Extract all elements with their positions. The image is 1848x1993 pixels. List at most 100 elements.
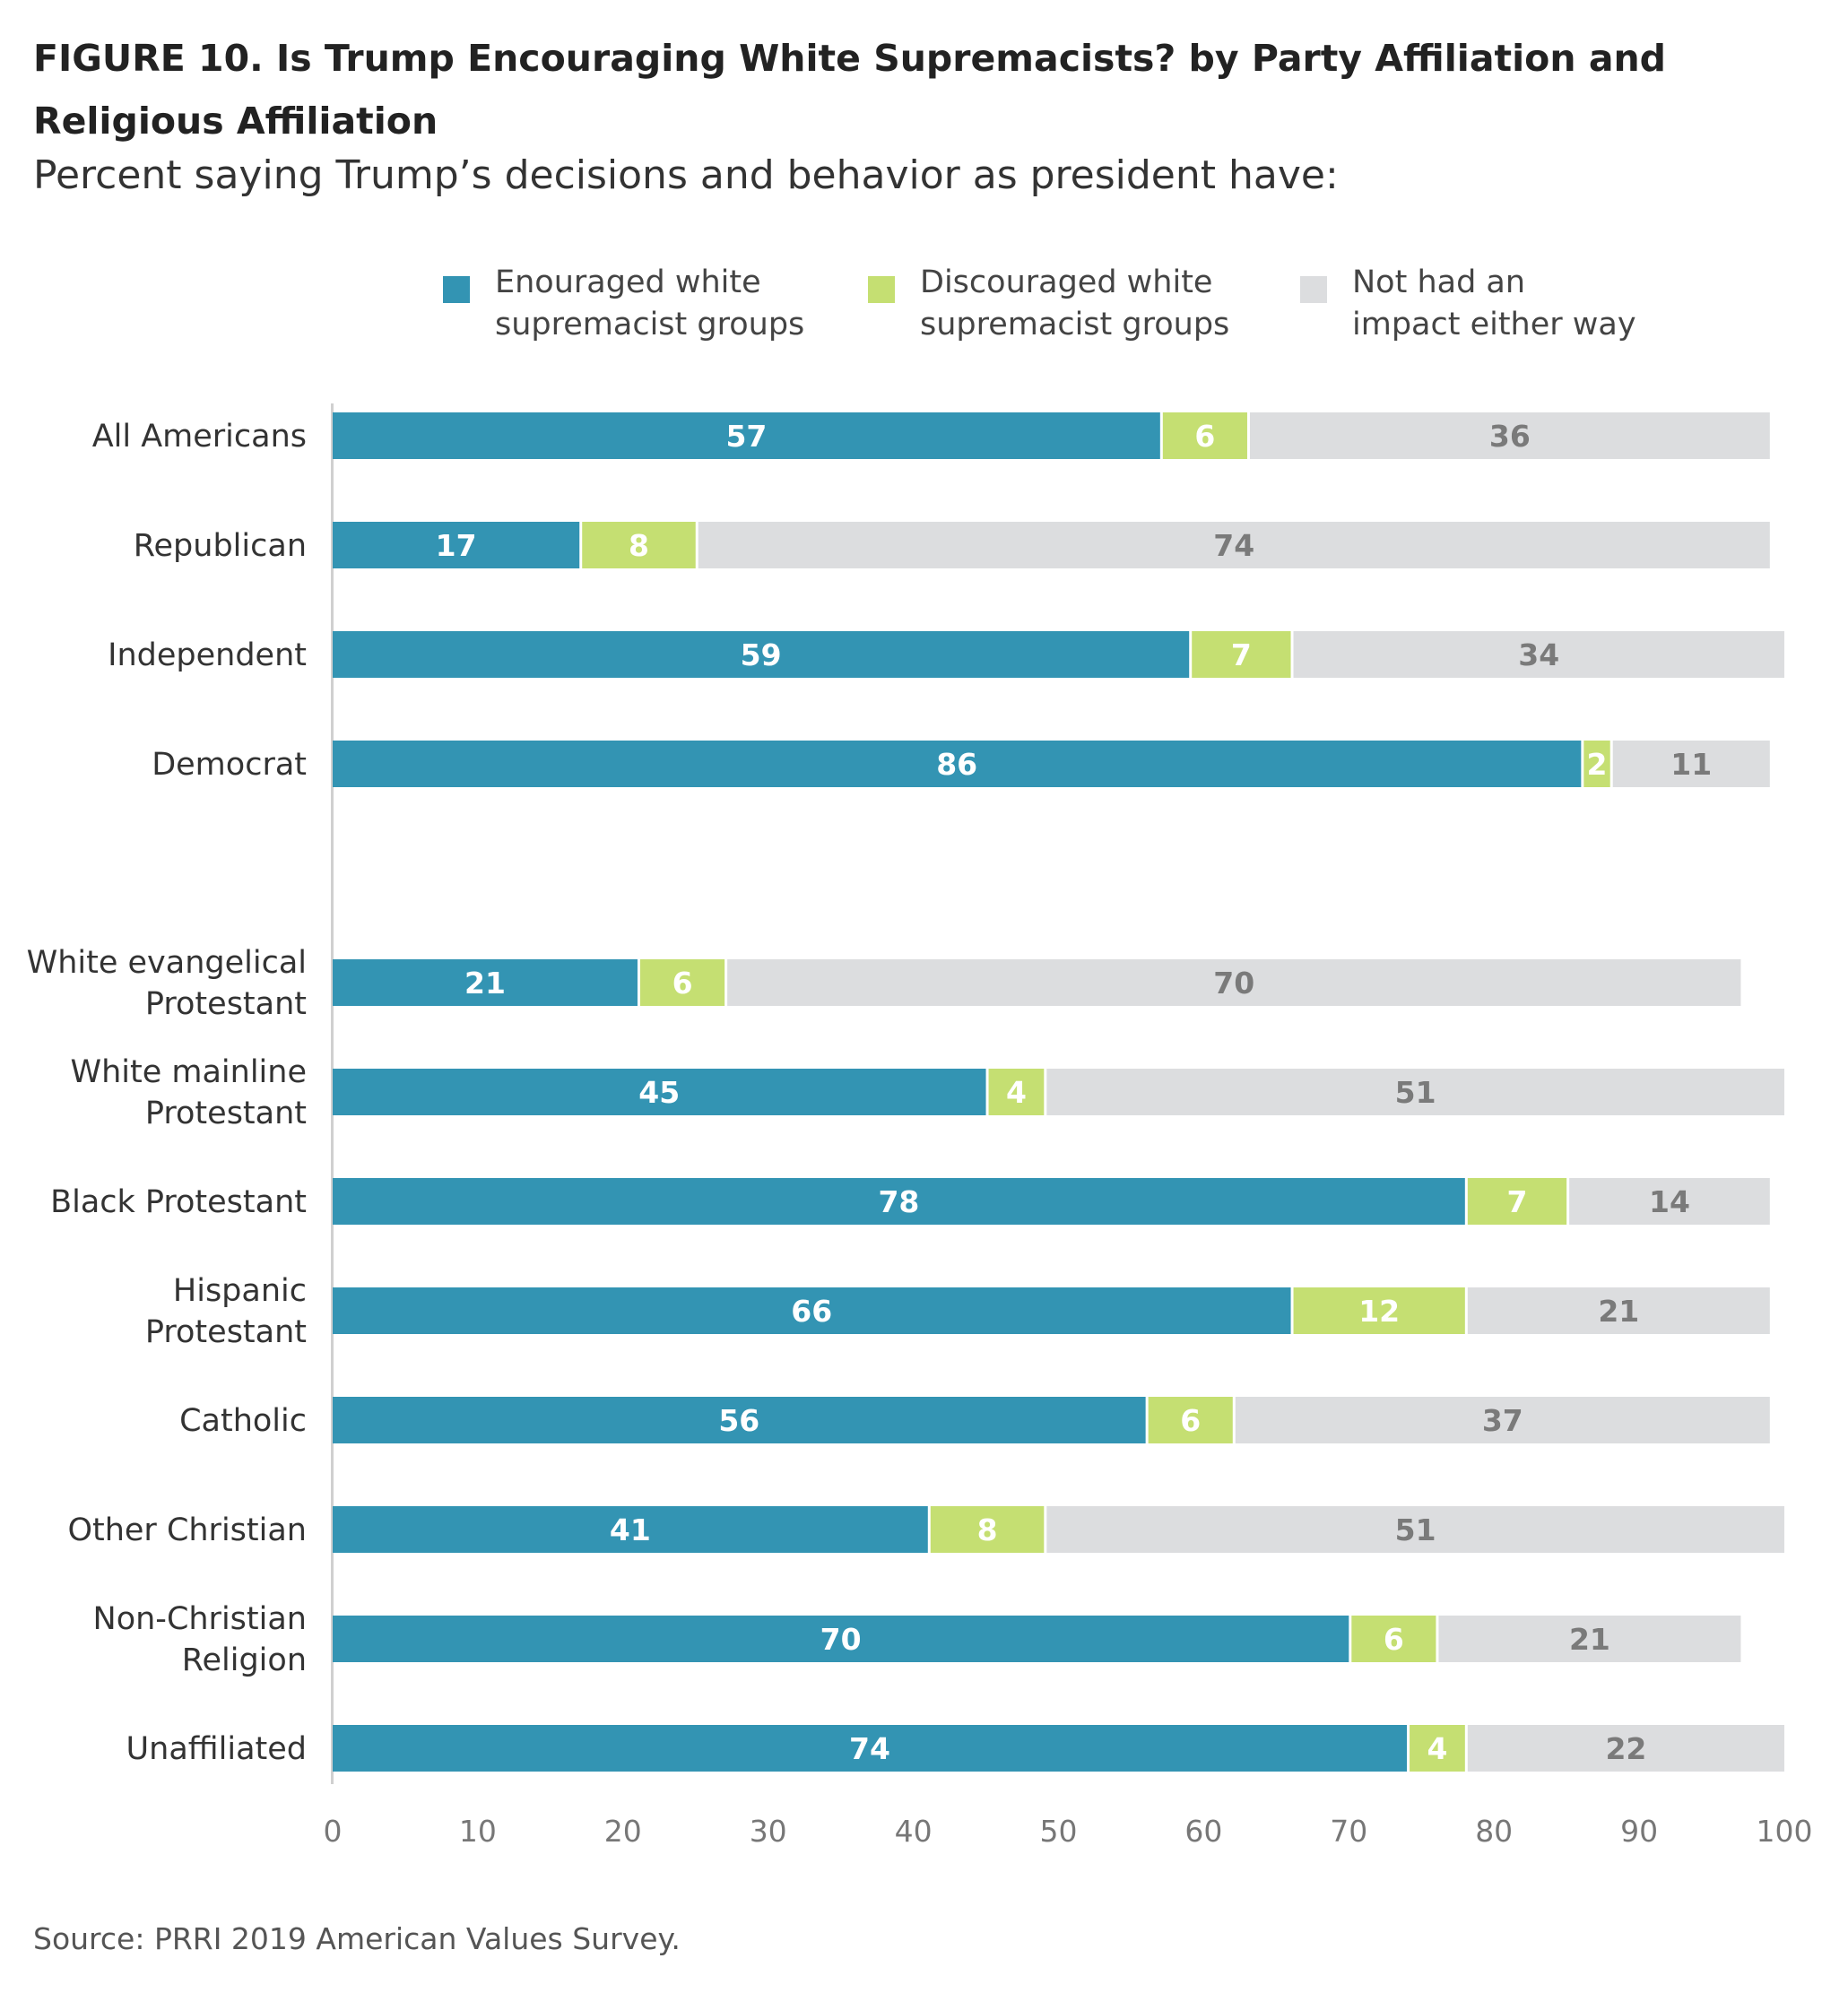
value-label: 36 [1489,419,1531,454]
value-label: 66 [791,1294,832,1329]
value-label: 14 [1649,1184,1690,1219]
bar-segment [1293,1287,1465,1334]
bar-segment [333,1616,1349,1662]
bar-segment [1162,412,1247,459]
bar-segment [1467,1178,1567,1225]
category-label: White mainline Protestant [70,1054,307,1131]
bar-segment [333,959,638,1006]
chart-title: FIGURE 10. Is Trump Encouraging White Su… [33,37,1667,143]
value-label: 56 [718,1403,759,1438]
x-tick-label: 80 [1475,1814,1513,1849]
bar-segment [333,1506,928,1553]
x-tick-label: 10 [459,1814,497,1849]
value-label: 78 [878,1184,919,1219]
bar-segment [1467,1725,1784,1772]
category-label: Independent [108,637,307,673]
x-tick-label: 0 [324,1814,343,1849]
x-tick-label: 60 [1184,1814,1222,1849]
bar-segment [727,959,1741,1006]
value-label: 51 [1395,1075,1436,1110]
x-tick-label: 20 [604,1814,642,1849]
category-label: Other Christian [67,1512,307,1548]
value-label: 34 [1518,637,1559,672]
category-label: Black Protestant [50,1184,307,1220]
value-label: 37 [1482,1403,1523,1438]
legend-swatch-no-impact [1300,276,1327,303]
x-tick-label: 90 [1620,1814,1658,1849]
value-label: 21 [464,966,506,1001]
x-tick-label: 70 [1330,1814,1367,1849]
value-label: 21 [1598,1294,1639,1329]
category-label: White evangelical Protestant [27,945,307,1022]
bar-segment [1351,1616,1436,1662]
bar-segment [333,412,1160,459]
bar-segment [930,1506,1045,1553]
bar-segment [1249,412,1770,459]
value-label: 7 [1507,1184,1528,1219]
bar-segment [333,1178,1465,1225]
legend-label-no-impact: Not had an impact either way [1352,264,1636,342]
bar-segment [582,522,696,568]
category-label: Unaffiliated [126,1731,307,1767]
legend-label-discouraged: Discouraged white supremacist groups [920,264,1230,342]
x-tick-label: 100 [1757,1814,1813,1849]
bar-segment [1046,1069,1784,1115]
bar-segment [333,1725,1408,1772]
value-label: 22 [1605,1731,1646,1766]
bar-segment [1467,1287,1770,1334]
bar-segment [1569,1178,1770,1225]
category-label: Non-Christian Religion [93,1601,307,1678]
category-label: Catholic [179,1403,307,1439]
bar-segment [1583,741,1610,787]
bar-segment [988,1069,1045,1115]
bar-segment [1192,631,1291,678]
source-note: Source: PRRI 2019 American Values Survey… [33,1921,681,1956]
bar-segment [333,522,580,568]
bar-segment [1046,1506,1784,1553]
bar-segment [1293,631,1784,678]
value-label: 11 [1670,747,1712,782]
bar-segment [333,1287,1291,1334]
value-label: 86 [936,747,977,782]
bar-segment [1438,1616,1741,1662]
value-label: 70 [1213,966,1254,1001]
value-label: 21 [1569,1622,1610,1657]
chart-subtitle: Percent saying Trump’s decisions and beh… [33,152,1339,198]
value-label: 6 [1384,1622,1404,1657]
value-label: 74 [849,1731,890,1766]
bar-segment [333,1397,1146,1443]
value-label: 4 [1427,1731,1447,1766]
category-label: Democrat [152,747,307,783]
bar-segment [1235,1397,1770,1443]
bar-segment [1148,1397,1233,1443]
bar-segment [698,522,1770,568]
bar-segment [639,959,725,1006]
x-tick-label: 50 [1040,1814,1078,1849]
value-label: 6 [1194,419,1215,454]
bar-segment [333,741,1582,787]
value-label: 70 [820,1622,862,1657]
legend-swatch-encouraged [443,276,470,303]
value-label: 12 [1358,1294,1400,1329]
value-label: 45 [638,1075,680,1110]
value-label: 8 [629,528,649,563]
x-tick-label: 30 [750,1814,787,1849]
value-label: 41 [610,1512,651,1547]
bar-segment [333,631,1190,678]
value-label: 59 [741,637,782,672]
legend-label-encouraged: Enouraged white supremacist groups [495,264,805,342]
category-label: Republican [134,528,307,564]
value-label: 2 [1587,747,1608,782]
value-label: 6 [672,966,693,1001]
value-label: 57 [725,419,767,454]
value-label: 51 [1395,1512,1436,1547]
bar-segment [1612,741,1770,787]
category-label: Hispanic Protestant [145,1273,307,1350]
category-label: All Americans [92,419,307,455]
bar-segment [333,1069,986,1115]
value-label: 4 [1006,1075,1027,1110]
legend-swatch-discouraged [868,276,895,303]
value-label: 6 [1180,1403,1201,1438]
bar-segment [1410,1725,1465,1772]
